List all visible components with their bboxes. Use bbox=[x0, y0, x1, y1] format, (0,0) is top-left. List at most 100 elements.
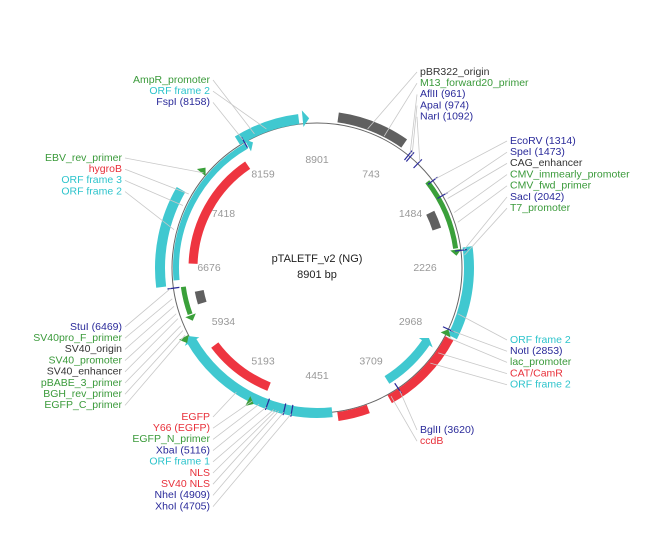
feature-arrow bbox=[185, 313, 196, 321]
connector bbox=[390, 395, 418, 442]
connector bbox=[124, 334, 186, 406]
feature-arrow bbox=[245, 396, 254, 407]
feature-label: pBABE_3_primer bbox=[41, 377, 123, 389]
feature-label: NheI (4909) bbox=[155, 489, 210, 501]
feature-arc bbox=[188, 161, 251, 264]
plasmid-name: pTALETF_v2 (NG) bbox=[272, 253, 363, 265]
connector bbox=[212, 400, 253, 429]
position-label: 3709 bbox=[359, 355, 383, 367]
connector bbox=[212, 411, 285, 496]
plasmid-length: 8901 bp bbox=[297, 269, 337, 281]
connector bbox=[453, 174, 508, 213]
site-tick bbox=[405, 151, 415, 162]
connector bbox=[212, 90, 267, 130]
connector bbox=[212, 413, 292, 507]
feature-label: SacI (2042) bbox=[510, 191, 564, 203]
feature-arc bbox=[425, 180, 459, 249]
feature-label: BglII (3620) bbox=[420, 424, 474, 436]
position-label: 1484 bbox=[399, 208, 423, 220]
connector bbox=[399, 390, 418, 431]
feature-label: EBV_rev_primer bbox=[45, 152, 123, 164]
site-tick bbox=[290, 404, 294, 417]
feature-label: ORF frame 1 bbox=[149, 456, 210, 468]
connector bbox=[444, 151, 508, 195]
connector bbox=[212, 79, 255, 135]
feature-arc bbox=[337, 404, 370, 421]
feature-label: T7_promoter bbox=[510, 202, 571, 214]
site-tick bbox=[413, 158, 423, 169]
connector bbox=[124, 330, 184, 395]
feature-label: lac_promoter bbox=[510, 356, 572, 368]
connector bbox=[124, 298, 173, 339]
feature-label: EGFP_C_primer bbox=[44, 399, 122, 411]
feature-label: StuI (6469) bbox=[70, 321, 122, 333]
feature-arc bbox=[155, 187, 186, 288]
feature-arc bbox=[387, 336, 454, 404]
connector bbox=[457, 185, 508, 223]
position-label: 6676 bbox=[197, 262, 221, 274]
position-label: 5934 bbox=[212, 316, 236, 328]
feature-label: CAG_enhancer bbox=[510, 157, 583, 169]
position-label: 8901 bbox=[305, 154, 329, 166]
feature-arc bbox=[384, 339, 431, 384]
feature-label: ApaI (974) bbox=[420, 99, 469, 111]
feature-label: BGH_rev_primer bbox=[43, 388, 122, 400]
feature-label: AflII (961) bbox=[420, 88, 466, 100]
feature-arrow bbox=[440, 329, 451, 338]
feature-arc bbox=[234, 114, 300, 146]
connector bbox=[367, 71, 418, 130]
feature-label: SV40_promoter bbox=[48, 354, 122, 366]
feature-label: ORF frame 3 bbox=[61, 174, 122, 186]
feature-arrow bbox=[301, 110, 310, 128]
connector bbox=[212, 409, 274, 463]
position-label: 8159 bbox=[251, 168, 275, 180]
connector bbox=[124, 191, 175, 231]
feature-arrow bbox=[196, 167, 206, 177]
connector bbox=[124, 157, 204, 174]
connector bbox=[124, 318, 179, 373]
feature-arrow bbox=[184, 336, 200, 346]
feature-arrow bbox=[178, 334, 189, 343]
connector bbox=[409, 94, 418, 154]
position-label: 743 bbox=[362, 168, 380, 180]
feature-label: XbaI (5116) bbox=[156, 444, 210, 456]
feature-label: CAT/CamR bbox=[510, 367, 563, 379]
feature-label: ORF frame 2 bbox=[149, 85, 210, 97]
feature-label: EcoRV (1314) bbox=[510, 135, 576, 147]
position-label: 5193 bbox=[251, 355, 275, 367]
site-tick bbox=[167, 286, 180, 290]
feature-label: Y66 (EGFP) bbox=[153, 422, 210, 434]
site-tick bbox=[454, 249, 467, 252]
connector bbox=[124, 168, 189, 195]
feature-arc bbox=[173, 143, 249, 281]
connector bbox=[450, 330, 508, 352]
feature-label: ORF frame 2 bbox=[61, 185, 122, 197]
feature-arc bbox=[180, 286, 193, 316]
connector bbox=[212, 406, 267, 451]
connector bbox=[411, 105, 418, 155]
feature-label: SV40 NLS bbox=[161, 478, 210, 490]
feature-arrow bbox=[418, 337, 433, 348]
position-label: 2968 bbox=[399, 316, 423, 328]
feature-label: ORF frame 2 bbox=[510, 379, 571, 391]
feature-label: EGFP_N_primer bbox=[132, 433, 210, 445]
feature-label: SV40pro_F_primer bbox=[33, 332, 122, 344]
feature-label: SV40_enhancer bbox=[47, 366, 123, 378]
feature-label: pBR322_origin bbox=[420, 66, 490, 78]
connector bbox=[447, 163, 508, 199]
connector bbox=[447, 337, 508, 363]
site-tick bbox=[264, 398, 271, 411]
feature-arc bbox=[194, 289, 207, 305]
feature-label: ORF frame 2 bbox=[510, 334, 571, 346]
feature-label: NotI (2853) bbox=[510, 345, 563, 357]
feature-arc bbox=[426, 210, 442, 231]
feature-label: XhoI (4705) bbox=[155, 500, 210, 512]
connector bbox=[124, 325, 182, 384]
feature-label: CMV_fwd_primer bbox=[510, 180, 592, 192]
connector bbox=[435, 140, 508, 180]
connector bbox=[463, 196, 508, 251]
connector bbox=[124, 180, 184, 206]
feature-arrow bbox=[244, 139, 253, 152]
feature-arc bbox=[337, 112, 408, 148]
